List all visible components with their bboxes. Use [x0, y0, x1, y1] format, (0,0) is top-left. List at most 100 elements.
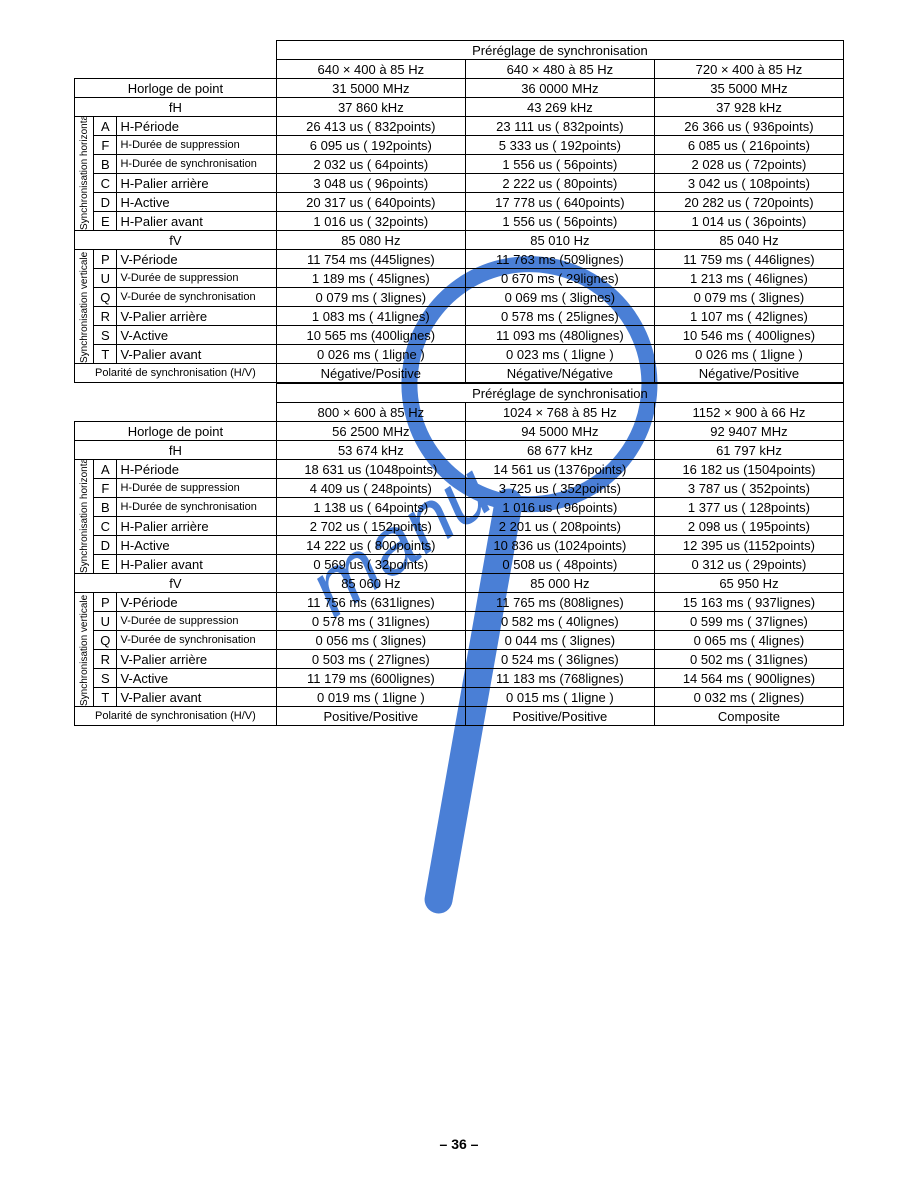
vlabel-Q: V-Durée de synchronisation [117, 288, 276, 307]
hval-4-0: 20 317 us ( 640points) [276, 193, 465, 212]
hlabel-E: H-Palier avant [117, 555, 276, 574]
hcode-F: F [94, 136, 117, 155]
hval-3-2: 2 098 us ( 195points) [654, 517, 843, 536]
vval-5-1: 0 023 ms ( 1ligne ) [465, 345, 654, 364]
vval-5-1: 0 015 ms ( 1ligne ) [465, 688, 654, 707]
hval-4-2: 12 395 us (1152points) [654, 536, 843, 555]
pre-title: Préréglage de synchronisation [276, 384, 843, 403]
vlabel-P: V-Période [117, 250, 276, 269]
vcode-T: T [94, 345, 117, 364]
hval-4-0: 14 222 us ( 800points) [276, 536, 465, 555]
fH-0: 53 674 kHz [276, 441, 465, 460]
hval-1-1: 3 725 us ( 352points) [465, 479, 654, 498]
hcode-B: B [94, 155, 117, 174]
vlabel-R: V-Palier arrière [117, 650, 276, 669]
horloge-1: 94 5000 MHz [465, 422, 654, 441]
fV-label: fV [75, 574, 277, 593]
vval-0-2: 11 759 ms ( 446lignes) [654, 250, 843, 269]
fH-2: 61 797 kHz [654, 441, 843, 460]
vlabel-S: V-Active [117, 669, 276, 688]
hlabel-A: H-Période [117, 117, 276, 136]
polarity-0: Négative/Positive [276, 364, 465, 383]
vval-4-2: 10 546 ms ( 400lignes) [654, 326, 843, 345]
vval-4-0: 11 179 ms (600lignes) [276, 669, 465, 688]
polarity-1: Négative/Négative [465, 364, 654, 383]
vval-5-0: 0 026 ms ( 1ligne ) [276, 345, 465, 364]
vval-2-0: 0 056 ms ( 3lignes) [276, 631, 465, 650]
fV-1: 85 000 Hz [465, 574, 654, 593]
hlabel-C: H-Palier arrière [117, 174, 276, 193]
hval-2-1: 1 556 us ( 56points) [465, 155, 654, 174]
hlabel-F: H-Durée de suppression [117, 136, 276, 155]
hval-2-2: 1 377 us ( 128points) [654, 498, 843, 517]
fH-1: 68 677 kHz [465, 441, 654, 460]
fV-2: 65 950 Hz [654, 574, 843, 593]
hcode-A: A [94, 117, 117, 136]
horloge-2: 35 5000 MHz [654, 79, 843, 98]
hval-2-2: 2 028 us ( 72points) [654, 155, 843, 174]
hval-5-0: 1 016 us ( 32points) [276, 212, 465, 231]
mode-2: 1152 × 900 à 66 Hz [654, 403, 843, 422]
vval-5-2: 0 032 ms ( 2lignes) [654, 688, 843, 707]
vlabel-R: V-Palier arrière [117, 307, 276, 326]
vval-0-2: 15 163 ms ( 937lignes) [654, 593, 843, 612]
vval-2-0: 0 079 ms ( 3lignes) [276, 288, 465, 307]
vval-5-2: 0 026 ms ( 1ligne ) [654, 345, 843, 364]
hval-2-1: 1 016 us ( 96points) [465, 498, 654, 517]
hval-4-1: 17 778 us ( 640points) [465, 193, 654, 212]
fH-2: 37 928 kHz [654, 98, 843, 117]
hval-0-2: 26 366 us ( 936points) [654, 117, 843, 136]
vcode-P: P [94, 250, 117, 269]
vval-2-2: 0 065 ms ( 4lignes) [654, 631, 843, 650]
horloge-0: 56 2500 MHz [276, 422, 465, 441]
vval-1-1: 0 582 ms ( 40lignes) [465, 612, 654, 631]
sync-v-label: Synchronisation verticale [75, 593, 94, 707]
hval-3-1: 2 201 us ( 208points) [465, 517, 654, 536]
hcode-C: C [94, 174, 117, 193]
mode-1: 640 × 480 à 85 Hz [465, 60, 654, 79]
polarity-1: Positive/Positive [465, 707, 654, 726]
vcode-U: U [94, 612, 117, 631]
vval-5-0: 0 019 ms ( 1ligne ) [276, 688, 465, 707]
hval-1-1: 5 333 us ( 192points) [465, 136, 654, 155]
vlabel-T: V-Palier avant [117, 345, 276, 364]
vval-0-1: 11 765 ms (808lignes) [465, 593, 654, 612]
hval-0-1: 14 561 us (1376points) [465, 460, 654, 479]
vval-2-1: 0 069 ms ( 3lignes) [465, 288, 654, 307]
hcode-A: A [94, 460, 117, 479]
fV-1: 85 010 Hz [465, 231, 654, 250]
vval-1-2: 1 213 ms ( 46lignes) [654, 269, 843, 288]
vval-0-1: 11 763 ms (509lignes) [465, 250, 654, 269]
fV-label: fV [75, 231, 277, 250]
hval-0-1: 23 111 us ( 832points) [465, 117, 654, 136]
vval-4-1: 11 183 ms (768lignes) [465, 669, 654, 688]
vval-4-2: 14 564 ms ( 900lignes) [654, 669, 843, 688]
horloge-1: 36 0000 MHz [465, 79, 654, 98]
hcode-D: D [94, 536, 117, 555]
vcode-R: R [94, 307, 117, 326]
vcode-Q: Q [94, 631, 117, 650]
polarity-label: Polarité de synchronisation (H/V) [75, 364, 277, 383]
hval-5-1: 0 508 us ( 48points) [465, 555, 654, 574]
mode-1: 1024 × 768 à 85 Hz [465, 403, 654, 422]
vcode-U: U [94, 269, 117, 288]
vval-2-2: 0 079 ms ( 3lignes) [654, 288, 843, 307]
sync-h-label: Synchronisation horizontale [75, 460, 94, 574]
sync-h-label: Synchronisation horizontale [75, 117, 94, 231]
vval-3-0: 1 083 ms ( 41lignes) [276, 307, 465, 326]
fV-0: 85 060 Hz [276, 574, 465, 593]
hcode-C: C [94, 517, 117, 536]
polarity-2: Négative/Positive [654, 364, 843, 383]
hval-1-2: 6 085 us ( 216points) [654, 136, 843, 155]
vval-2-1: 0 044 ms ( 3lignes) [465, 631, 654, 650]
hlabel-F: H-Durée de suppression [117, 479, 276, 498]
fV-0: 85 080 Hz [276, 231, 465, 250]
fH-label: fH [75, 98, 277, 117]
hval-4-1: 10 836 us (1024points) [465, 536, 654, 555]
horloge-label: Horloge de point [75, 79, 277, 98]
vlabel-U: V-Durée de suppression [117, 269, 276, 288]
hval-0-2: 16 182 us (1504points) [654, 460, 843, 479]
vlabel-Q: V-Durée de synchronisation [117, 631, 276, 650]
sync-table-1: Préréglage de synchronisation800 × 600 à… [74, 383, 844, 726]
polarity-2: Composite [654, 707, 843, 726]
